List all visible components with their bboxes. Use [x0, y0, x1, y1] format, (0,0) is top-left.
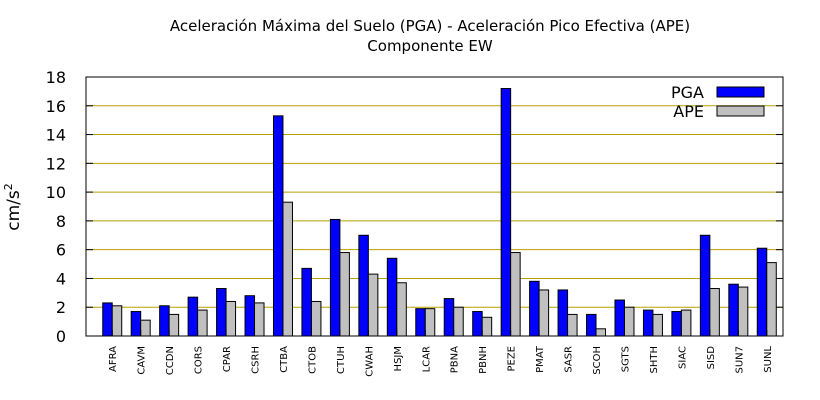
bar-pga-afra — [102, 302, 113, 337]
x-category-labels: AFRA CAVM CCDN CORS CPAR CSRH CTBA CTOB CTUH CWAH… — [108, 345, 774, 377]
y-tick-label: 16 — [46, 97, 66, 116]
bar-pga-siac — [671, 311, 682, 337]
bar-ape-ctba — [282, 201, 293, 337]
bar-ape-hsjm — [396, 282, 407, 337]
x-category-label: SASR — [564, 346, 575, 373]
bar-ape-pbnh — [481, 316, 493, 337]
x-category-label: LCAR — [421, 346, 432, 372]
legend-swatch-ape — [716, 105, 765, 117]
x-category-label: SIAC — [677, 346, 688, 369]
bar-ape-cors — [197, 309, 208, 337]
x-category-label: SGTS — [620, 346, 631, 372]
bar-pga-sgts — [614, 299, 625, 337]
bar-ape-ctuh — [339, 252, 350, 337]
x-category-label: SHTH — [649, 346, 660, 374]
y-ticks: 0 2 4 6 8 10 12 14 16 18 — [46, 68, 783, 346]
bar-ape-ccdn — [168, 313, 180, 337]
bar-pga-scoh — [586, 313, 597, 337]
y-tick-label: 6 — [56, 241, 66, 260]
bar-pga-shth — [642, 309, 654, 337]
bar-ape-pbna — [453, 306, 464, 337]
bar-ape-cpar — [225, 300, 237, 337]
bar-ape-sun7 — [737, 286, 749, 337]
bar-pga-ctba — [272, 115, 284, 337]
x-category-label: CTOB — [307, 346, 318, 374]
x-category-label: PEZE — [507, 346, 518, 372]
y-tick-label: 12 — [46, 154, 66, 173]
y-axis-label: cm/s2 — [2, 183, 24, 231]
bar-pga-sisd — [699, 234, 711, 337]
bar-ape-peze — [510, 252, 521, 337]
y-tick-label: 14 — [46, 126, 66, 145]
x-category-label: CSRH — [251, 346, 262, 374]
bar-pga-cpar — [216, 288, 227, 337]
x-category-label: HSJM — [393, 346, 404, 371]
x-category-label: CTUH — [336, 346, 347, 374]
x-category-label: AFRA — [108, 346, 119, 372]
bar-ape-sasr — [567, 313, 578, 337]
bar-pga-sunl — [756, 247, 768, 337]
bar-pga-lcar — [415, 308, 426, 337]
chart-title: Aceleración Máxima del Suelo (PGA) - Ace… — [170, 17, 690, 35]
bar-pga-ctob — [301, 267, 312, 337]
gridlines — [86, 105, 783, 308]
x-category-label: PBNA — [450, 346, 461, 373]
x-category-label: SISD — [706, 346, 717, 370]
y-tick-label: 8 — [56, 212, 66, 231]
legend-swatch-pga — [716, 86, 765, 98]
bar-ape-cwah — [367, 273, 379, 337]
x-category-label: SUN7 — [734, 346, 745, 374]
bar-pga-hsjm — [386, 257, 398, 337]
bars — [102, 88, 777, 337]
x-category-label: CCDN — [165, 346, 176, 375]
bar-ape-sgts — [623, 306, 635, 337]
bar-ape-sunl — [766, 262, 777, 337]
bar-ape-scoh — [595, 328, 607, 337]
bar-pga-cwah — [358, 234, 369, 337]
bar-ape-siac — [680, 309, 692, 337]
x-category-label: SUNL — [763, 346, 774, 373]
x-category-label: SCOH — [592, 346, 603, 375]
x-category-label: PMAT — [535, 345, 546, 373]
y-tick-label: 10 — [46, 183, 66, 202]
legend-label-pga: PGA — [671, 83, 704, 102]
bar-ape-lcar — [424, 308, 436, 337]
y-axis-label-exponent: 2 — [2, 183, 15, 190]
plot-frame — [85, 76, 784, 337]
bar-ape-afra — [111, 305, 123, 337]
y-tick-label: 4 — [56, 269, 66, 288]
bar-pga-csrh — [244, 295, 256, 337]
bar-pga-peze — [500, 88, 512, 337]
bar-ape-shth — [652, 313, 663, 337]
chart-subtitle: Componente EW — [367, 37, 493, 55]
y-tick-label: 18 — [46, 68, 66, 87]
bar-pga-ccdn — [159, 305, 170, 337]
bar-ape-ctob — [310, 300, 322, 337]
bar-pga-pbnh — [472, 311, 483, 337]
bar-pga-pbna — [443, 298, 455, 337]
bar-pga-sasr — [557, 289, 569, 337]
y-tick-label: 0 — [56, 327, 66, 346]
x-category-label: CTBA — [279, 346, 290, 373]
y-tick-label: 2 — [56, 298, 66, 317]
bar-ape-sisd — [709, 288, 720, 337]
x-category-label: PBNH — [478, 346, 489, 374]
x-category-label: CORS — [194, 346, 205, 374]
bar-pga-ctuh — [329, 218, 341, 337]
x-category-label: CAVM — [137, 346, 148, 375]
bar-pga-sun7 — [728, 283, 739, 337]
x-category-label: CWAH — [364, 346, 375, 377]
bar-pga-pmat — [529, 280, 540, 337]
x-category-label: CPAR — [222, 346, 233, 372]
bar-ape-pmat — [538, 289, 550, 337]
bar-pga-cors — [187, 296, 199, 337]
bar-pga-cavm — [130, 311, 142, 337]
legend-label-ape: APE — [673, 102, 704, 121]
bar-ape-cavm — [140, 319, 151, 337]
bar-ape-csrh — [254, 302, 265, 337]
